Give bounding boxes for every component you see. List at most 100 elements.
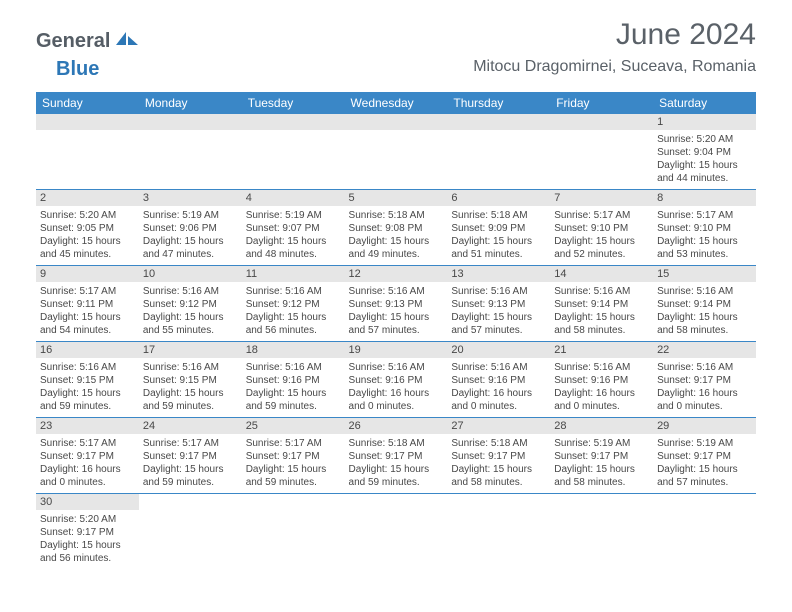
daylight-text: Daylight: 15 hours and 59 minutes. — [246, 463, 341, 489]
header: General June 2024 Mitocu Dragomirnei, Su… — [0, 0, 792, 84]
day-number: 8 — [653, 190, 756, 206]
sunrise-text: Sunrise: 5:16 AM — [451, 361, 546, 374]
day-cell — [139, 494, 242, 570]
day-number: 6 — [447, 190, 550, 206]
day-number: 20 — [447, 342, 550, 358]
sunset-text: Sunset: 9:14 PM — [554, 298, 649, 311]
day-cell — [447, 494, 550, 570]
empty-day — [36, 114, 139, 130]
day-cell: 24Sunrise: 5:17 AMSunset: 9:17 PMDayligh… — [139, 418, 242, 494]
sunset-text: Sunset: 9:12 PM — [246, 298, 341, 311]
day-info: Sunrise: 5:16 AMSunset: 9:15 PMDaylight:… — [36, 358, 139, 417]
day-cell — [653, 494, 756, 570]
daylight-text: Daylight: 15 hours and 58 minutes. — [451, 463, 546, 489]
day-cell: 5Sunrise: 5:18 AMSunset: 9:08 PMDaylight… — [345, 190, 448, 266]
day-number: 22 — [653, 342, 756, 358]
sunset-text: Sunset: 9:13 PM — [451, 298, 546, 311]
day-info: Sunrise: 5:16 AMSunset: 9:13 PMDaylight:… — [447, 282, 550, 341]
sunset-text: Sunset: 9:17 PM — [554, 450, 649, 463]
sunrise-text: Sunrise: 5:18 AM — [349, 437, 444, 450]
day-cell — [139, 114, 242, 190]
day-info: Sunrise: 5:18 AMSunset: 9:08 PMDaylight:… — [345, 206, 448, 265]
day-number: 21 — [550, 342, 653, 358]
day-info: Sunrise: 5:16 AMSunset: 9:14 PMDaylight:… — [653, 282, 756, 341]
week-row: 9Sunrise: 5:17 AMSunset: 9:11 PMDaylight… — [36, 266, 756, 342]
day-cell: 11Sunrise: 5:16 AMSunset: 9:12 PMDayligh… — [242, 266, 345, 342]
day-cell: 7Sunrise: 5:17 AMSunset: 9:10 PMDaylight… — [550, 190, 653, 266]
day-header-thursday: Thursday — [447, 92, 550, 114]
daylight-text: Daylight: 15 hours and 51 minutes. — [451, 235, 546, 261]
sunset-text: Sunset: 9:17 PM — [40, 450, 135, 463]
sunset-text: Sunset: 9:10 PM — [554, 222, 649, 235]
daylight-text: Daylight: 15 hours and 59 minutes. — [246, 387, 341, 413]
sunset-text: Sunset: 9:17 PM — [451, 450, 546, 463]
daylight-text: Daylight: 16 hours and 0 minutes. — [40, 463, 135, 489]
day-cell: 17Sunrise: 5:16 AMSunset: 9:15 PMDayligh… — [139, 342, 242, 418]
day-number: 18 — [242, 342, 345, 358]
sunset-text: Sunset: 9:17 PM — [657, 374, 752, 387]
daylight-text: Daylight: 16 hours and 0 minutes. — [554, 387, 649, 413]
day-info: Sunrise: 5:17 AMSunset: 9:10 PMDaylight:… — [550, 206, 653, 265]
empty-day — [345, 114, 448, 130]
day-number: 30 — [36, 494, 139, 510]
calendar-table: SundayMondayTuesdayWednesdayThursdayFrid… — [36, 92, 756, 569]
sunset-text: Sunset: 9:05 PM — [40, 222, 135, 235]
daylight-text: Daylight: 15 hours and 59 minutes. — [40, 387, 135, 413]
sunset-text: Sunset: 9:08 PM — [349, 222, 444, 235]
daylight-text: Daylight: 15 hours and 56 minutes. — [40, 539, 135, 565]
day-cell: 9Sunrise: 5:17 AMSunset: 9:11 PMDaylight… — [36, 266, 139, 342]
sunrise-text: Sunrise: 5:18 AM — [451, 209, 546, 222]
sunset-text: Sunset: 9:06 PM — [143, 222, 238, 235]
day-number: 26 — [345, 418, 448, 434]
day-info: Sunrise: 5:20 AMSunset: 9:17 PMDaylight:… — [36, 510, 139, 569]
sunset-text: Sunset: 9:17 PM — [246, 450, 341, 463]
sunrise-text: Sunrise: 5:16 AM — [246, 361, 341, 374]
daylight-text: Daylight: 15 hours and 48 minutes. — [246, 235, 341, 261]
sunrise-text: Sunrise: 5:16 AM — [349, 361, 444, 374]
day-info: Sunrise: 5:19 AMSunset: 9:07 PMDaylight:… — [242, 206, 345, 265]
daylight-text: Daylight: 15 hours and 52 minutes. — [554, 235, 649, 261]
day-number: 7 — [550, 190, 653, 206]
day-info: Sunrise: 5:17 AMSunset: 9:10 PMDaylight:… — [653, 206, 756, 265]
daylight-text: Daylight: 15 hours and 59 minutes. — [349, 463, 444, 489]
sunrise-text: Sunrise: 5:19 AM — [657, 437, 752, 450]
day-number: 11 — [242, 266, 345, 282]
day-number: 15 — [653, 266, 756, 282]
day-number: 12 — [345, 266, 448, 282]
day-number: 17 — [139, 342, 242, 358]
day-number: 25 — [242, 418, 345, 434]
day-cell — [242, 114, 345, 190]
day-number: 13 — [447, 266, 550, 282]
day-header-saturday: Saturday — [653, 92, 756, 114]
day-cell: 19Sunrise: 5:16 AMSunset: 9:16 PMDayligh… — [345, 342, 448, 418]
daylight-text: Daylight: 15 hours and 59 minutes. — [143, 387, 238, 413]
day-cell — [242, 494, 345, 570]
sunset-text: Sunset: 9:16 PM — [554, 374, 649, 387]
sunset-text: Sunset: 9:11 PM — [40, 298, 135, 311]
sunset-text: Sunset: 9:15 PM — [40, 374, 135, 387]
week-row: 16Sunrise: 5:16 AMSunset: 9:15 PMDayligh… — [36, 342, 756, 418]
day-info: Sunrise: 5:17 AMSunset: 9:17 PMDaylight:… — [36, 434, 139, 493]
day-info: Sunrise: 5:18 AMSunset: 9:09 PMDaylight:… — [447, 206, 550, 265]
daylight-text: Daylight: 15 hours and 56 minutes. — [246, 311, 341, 337]
day-cell: 3Sunrise: 5:19 AMSunset: 9:06 PMDaylight… — [139, 190, 242, 266]
title-block: June 2024 Mitocu Dragomirnei, Suceava, R… — [473, 18, 756, 76]
day-info: Sunrise: 5:16 AMSunset: 9:15 PMDaylight:… — [139, 358, 242, 417]
sunset-text: Sunset: 9:17 PM — [40, 526, 135, 539]
sunrise-text: Sunrise: 5:17 AM — [246, 437, 341, 450]
day-header-tuesday: Tuesday — [242, 92, 345, 114]
sunrise-text: Sunrise: 5:16 AM — [657, 361, 752, 374]
day-cell: 10Sunrise: 5:16 AMSunset: 9:12 PMDayligh… — [139, 266, 242, 342]
sunset-text: Sunset: 9:07 PM — [246, 222, 341, 235]
day-header-sunday: Sunday — [36, 92, 139, 114]
day-header-row: SundayMondayTuesdayWednesdayThursdayFrid… — [36, 92, 756, 114]
sunrise-text: Sunrise: 5:17 AM — [554, 209, 649, 222]
sunset-text: Sunset: 9:16 PM — [451, 374, 546, 387]
daylight-text: Daylight: 15 hours and 57 minutes. — [349, 311, 444, 337]
day-cell: 4Sunrise: 5:19 AMSunset: 9:07 PMDaylight… — [242, 190, 345, 266]
day-info: Sunrise: 5:17 AMSunset: 9:17 PMDaylight:… — [242, 434, 345, 493]
sunset-text: Sunset: 9:04 PM — [657, 146, 752, 159]
sunrise-text: Sunrise: 5:16 AM — [554, 285, 649, 298]
daylight-text: Daylight: 16 hours and 0 minutes. — [451, 387, 546, 413]
daylight-text: Daylight: 15 hours and 57 minutes. — [657, 463, 752, 489]
